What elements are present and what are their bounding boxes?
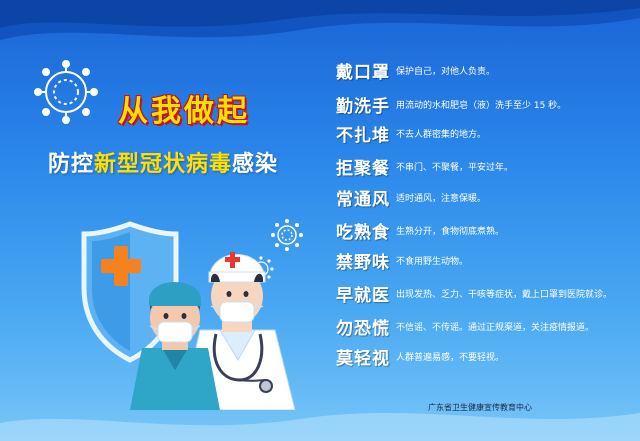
subtitle-part2: 感染: [232, 152, 279, 177]
list-item: 勿恐慌 不信谣、不传谣。通过正规渠道，关注疫情报道。: [336, 314, 594, 339]
virus-icon: [271, 219, 303, 251]
item-description: 不食用野生动物。: [396, 257, 469, 267]
nurse-illustration: [130, 282, 220, 410]
list-item: 常通风 适时通风，注意保暖。: [336, 185, 486, 210]
list-item: 拒聚餐 不串门、不聚餐，平安过年。: [336, 154, 513, 179]
publisher-footer: 广东省卫生健康宣传教育中心: [428, 403, 532, 412]
list-item: 不扎堆 不去人群密集的地方。: [336, 121, 486, 146]
item-keyword: 莫轻视: [336, 349, 390, 369]
virus-icon: [34, 60, 98, 124]
item-description: 生熟分开，食物彻底煮熟。: [396, 227, 505, 237]
top-wave-decoration: [0, 0, 640, 40]
list-item: 早就医 出现发热、乏力、干咳等症状，戴上口罩到医院就诊。: [336, 281, 612, 306]
item-description: 用流动的水和肥皂（液）洗手至少 15 秒。: [396, 101, 567, 111]
list-item: 戴口罩 保护自己，对他人负责。: [336, 58, 495, 83]
item-description: 出现发热、乏力、干咳等症状，戴上口罩到医院就诊。: [396, 290, 613, 300]
item-keyword: 禁野味: [336, 253, 390, 273]
poster-subtitle: 防控新型冠状病毒感染: [48, 146, 278, 178]
poster-title: 从我做起: [118, 94, 250, 129]
item-description: 人群普遍易感，不要轻视。: [396, 353, 505, 363]
item-description: 不信谣、不传谣。通过正规渠道，关注疫情报道。: [396, 323, 595, 333]
item-description: 不串门、不聚餐，平安过年。: [396, 163, 514, 173]
subtitle-highlight: 新型冠状病毒: [94, 152, 233, 177]
item-keyword: 不扎堆: [336, 126, 390, 146]
item-keyword: 勤洗手: [336, 97, 390, 117]
item-keyword: 勿恐慌: [336, 319, 390, 339]
bottom-wave-decoration: [0, 413, 640, 441]
list-item: 勤洗手 用流动的水和肥皂（液）洗手至少 15 秒。: [336, 92, 566, 117]
item-keyword: 常通风: [336, 190, 390, 210]
item-description: 保护自己，对他人负责。: [396, 67, 496, 77]
item-keyword: 吃熟食: [336, 223, 390, 243]
item-keyword: 戴口罩: [336, 63, 390, 83]
item-keyword: 拒聚餐: [336, 159, 390, 179]
item-description: 不去人群密集的地方。: [396, 130, 487, 140]
item-description: 适时通风，注意保暖。: [396, 194, 487, 204]
medical-cross-icon: [101, 246, 141, 286]
medical-staff-illustration: [81, 221, 296, 410]
list-item: 吃熟食 生熟分开，食物彻底煮熟。: [336, 218, 504, 243]
item-keyword: 早就医: [336, 286, 390, 306]
list-item: 莫轻视 人群普遍易感，不要轻视。: [336, 344, 504, 369]
stethoscope-icon: [212, 333, 273, 393]
subtitle-part1: 防控: [48, 152, 95, 177]
list-item: 禁野味 不食用野生动物。: [336, 248, 468, 273]
